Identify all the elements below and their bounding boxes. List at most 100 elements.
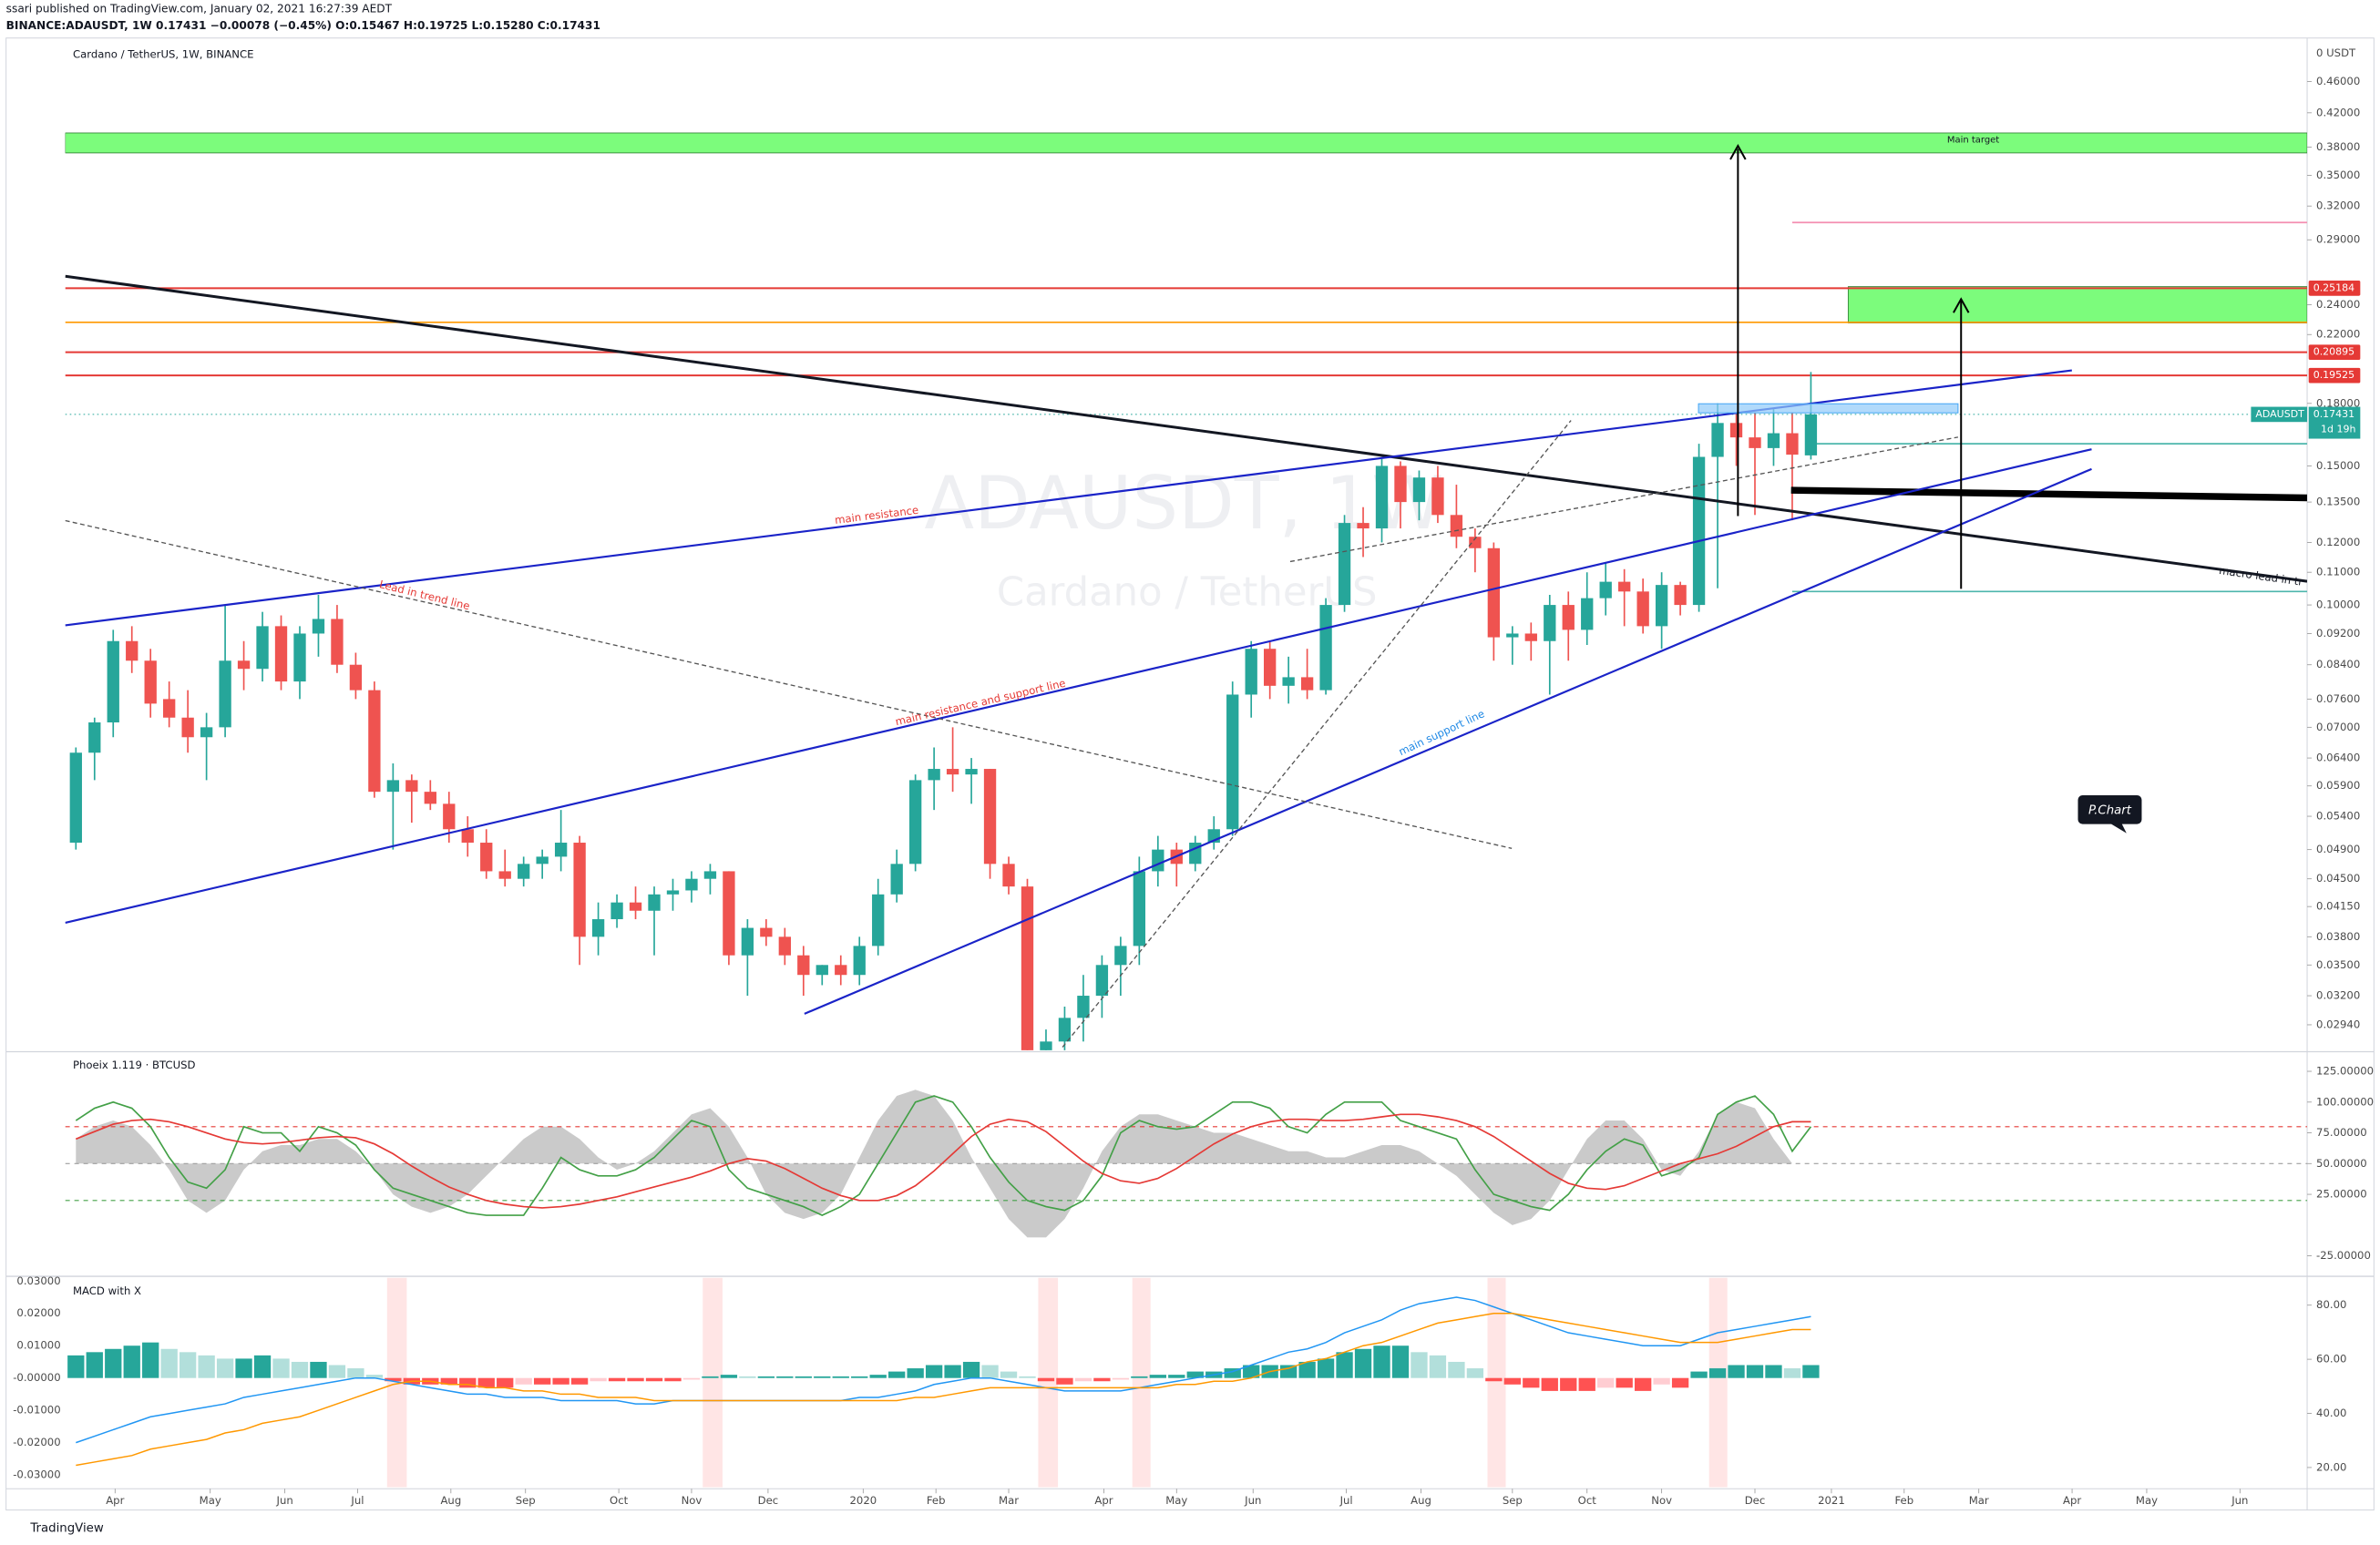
histogram-bar — [1019, 1376, 1036, 1378]
y-tick-label: 0.12000 — [2316, 536, 2360, 548]
macd-line — [76, 1296, 1811, 1444]
y-tick-label: 0.03000 — [16, 1274, 60, 1287]
y-tick-label: 0.03500 — [2316, 958, 2360, 971]
y-tick-label: 0.02000 — [16, 1306, 60, 1319]
x-tick-label: Mar — [999, 1494, 1019, 1507]
histogram-bar — [142, 1342, 159, 1378]
candle-body — [1300, 677, 1314, 691]
histogram-bar — [1000, 1371, 1018, 1378]
histogram-bar — [795, 1376, 812, 1378]
x-tick-label: May — [2136, 1494, 2158, 1507]
histogram-bar — [1429, 1355, 1447, 1378]
histogram-bar — [123, 1345, 140, 1378]
histogram-bar — [1765, 1365, 1782, 1378]
histogram-bar — [347, 1368, 364, 1378]
histogram-bar — [1243, 1365, 1260, 1378]
y-tick-label: -25.00000 — [2316, 1249, 2371, 1262]
candle-body — [219, 660, 231, 728]
candle-body — [518, 864, 530, 879]
axis-unit: 0 USDT — [2316, 46, 2356, 59]
histogram-bar — [86, 1352, 103, 1378]
histogram-bar — [739, 1376, 756, 1378]
histogram-bar — [664, 1377, 682, 1382]
candle-body — [1357, 523, 1370, 529]
histogram-bar — [645, 1377, 663, 1382]
histogram-bar — [497, 1377, 514, 1388]
histogram-bar — [851, 1376, 868, 1378]
candle-body — [554, 843, 568, 857]
histogram-bar — [1411, 1352, 1428, 1378]
y2-tick-label: 20.00 — [2316, 1460, 2346, 1473]
x-tick-label: 2020 — [849, 1494, 877, 1507]
candle-body — [1114, 946, 1127, 966]
histogram-bar — [981, 1365, 999, 1378]
x-tick-label: Jul — [1339, 1494, 1353, 1507]
candle-body — [1040, 1041, 1052, 1050]
candle-body — [741, 927, 754, 956]
histogram-bar — [67, 1355, 85, 1378]
candle-body — [1412, 477, 1426, 503]
price-tag — [2308, 406, 2361, 439]
candle-body — [853, 946, 866, 976]
trend-line — [1790, 486, 2308, 502]
candle-body — [1729, 423, 1743, 438]
x-tick-label: Nov — [1651, 1494, 1672, 1507]
candle-body — [890, 864, 903, 895]
histogram-bar — [1074, 1377, 1093, 1382]
candle-body — [1002, 864, 1015, 887]
x-tick-label: Oct — [610, 1494, 629, 1507]
price-pane: Main target — [65, 132, 2308, 1050]
histogram-bar — [272, 1358, 290, 1378]
x-tick-label: Mar — [1969, 1494, 1989, 1507]
candle-body — [1618, 581, 1631, 592]
candle-body — [666, 890, 680, 895]
y-tick-label: -0.01000 — [13, 1404, 60, 1417]
x-tick-label: Oct — [1578, 1494, 1597, 1507]
histogram-bar — [962, 1361, 980, 1378]
y2-tick-label: 60.00 — [2316, 1353, 2346, 1366]
histogram-bar — [1690, 1371, 1708, 1378]
highlight — [1487, 1277, 1506, 1488]
candle-body — [1674, 585, 1687, 606]
y2-tick-label: 40.00 — [2316, 1407, 2346, 1419]
y-tick-label: 75.00000 — [2316, 1126, 2367, 1139]
y-tick-label: 0.38000 — [2316, 140, 2360, 153]
annotation: P.Chart — [2088, 804, 2132, 818]
candle-body — [256, 626, 269, 670]
y-tick-label: -0.03000 — [13, 1468, 60, 1481]
candle-body — [629, 902, 642, 911]
histogram-bar — [1448, 1361, 1465, 1378]
candle-body — [946, 769, 959, 775]
y-tick-label: 0.08400 — [2316, 658, 2360, 670]
histogram-bar — [1373, 1345, 1390, 1378]
histogram-bar — [1168, 1375, 1185, 1378]
x-tick-label: Jun — [2231, 1494, 2248, 1507]
frame — [5, 37, 2375, 1511]
candle-body — [181, 717, 194, 738]
candle-body — [349, 664, 363, 691]
x-tick-label: Aug — [1411, 1494, 1431, 1507]
x-tick-label: Jun — [276, 1494, 293, 1507]
histogram-bar — [1391, 1345, 1410, 1378]
x-tick-label: Feb — [927, 1494, 946, 1507]
y-tick-label: 0.18000 — [2316, 396, 2360, 409]
candle-body — [1524, 633, 1537, 641]
y-tick-label: 0.02940 — [2316, 1018, 2360, 1030]
histogram-bar — [608, 1377, 626, 1382]
highlight — [1038, 1277, 1059, 1488]
candle-body — [1338, 523, 1351, 606]
y-tick-label: 25.00000 — [2316, 1188, 2367, 1201]
candle-body — [760, 927, 773, 937]
footer-brand: TradingView — [29, 1522, 104, 1536]
candle-body — [200, 727, 213, 738]
candle-body — [1581, 598, 1594, 630]
histogram-bar — [869, 1375, 887, 1378]
candle-body — [312, 619, 325, 634]
candle-body — [1263, 649, 1277, 686]
y-tick-label: 0.05400 — [2316, 810, 2360, 823]
histogram-bar — [1186, 1371, 1204, 1378]
histogram-bar — [291, 1361, 309, 1378]
candle-body — [1226, 694, 1239, 830]
histogram-bar — [1616, 1377, 1633, 1388]
